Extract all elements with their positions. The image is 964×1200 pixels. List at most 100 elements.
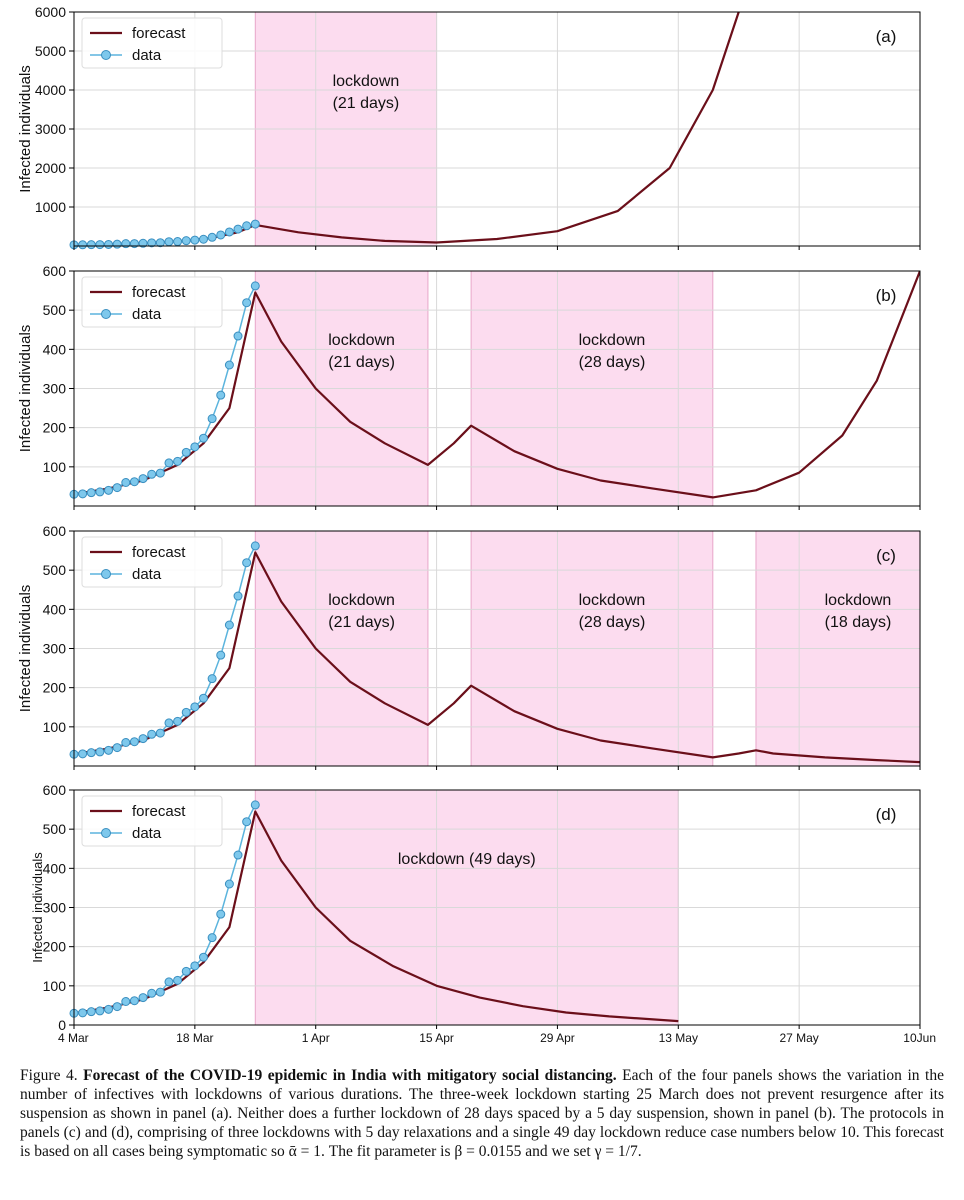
data-point (112, 1002, 122, 1012)
lockdown-label: lockdown (328, 592, 395, 609)
data-point (216, 390, 226, 400)
x-tick-label: 13 May (659, 1031, 698, 1045)
y-tick-label: 200 (43, 420, 67, 436)
data-point (190, 961, 200, 971)
y-tick-label: 200 (43, 680, 67, 696)
y-tick-label: 200 (43, 939, 67, 955)
y-tick-label: 400 (43, 341, 67, 357)
data-point (190, 442, 200, 452)
data-point (155, 728, 165, 738)
caption-body: Each of the four panels shows the variat… (20, 1067, 944, 1160)
data-point (121, 738, 131, 747)
y-axis-label: Infected individuals (30, 852, 45, 963)
data-point (181, 447, 191, 457)
y-tick-label: 300 (43, 900, 67, 916)
data-point (121, 997, 131, 1006)
data-point (95, 1006, 105, 1016)
data-point (95, 747, 105, 757)
y-tick-label: 0 (58, 1017, 66, 1033)
lockdown-label: lockdown (579, 592, 646, 609)
data-point (138, 238, 148, 248)
data-point (164, 458, 174, 468)
data-point (104, 239, 114, 249)
data-point (86, 488, 96, 498)
data-point (190, 235, 200, 245)
data-point (129, 737, 139, 747)
data-point (207, 414, 217, 424)
data-point (242, 558, 252, 568)
data-point (207, 933, 217, 943)
panel-b: lockdown (21 days) lockdown (28 days) 100 200… (17, 263, 921, 510)
data-point (78, 489, 88, 499)
data-point (164, 718, 174, 728)
data-point (121, 478, 131, 487)
data-point (138, 993, 148, 1003)
x-tick-label: 18 Mar (176, 1031, 213, 1045)
data-point (112, 239, 122, 249)
lockdown-label: lockdown (333, 73, 400, 90)
lockdown-label: lockdown (328, 332, 395, 349)
data-point (190, 702, 200, 712)
legend-data-swatch-marker (101, 50, 111, 60)
legend-forecast-label: forecast (132, 803, 186, 820)
x-tick-label: 27 May (779, 1031, 818, 1045)
y-tick-label: 300 (43, 641, 67, 657)
y-tick-label: 400 (43, 601, 67, 617)
lockdown-label: (28 days) (579, 614, 646, 631)
lockdown-label: (21 days) (333, 95, 400, 112)
lockdown-label: (18 days) (825, 614, 892, 631)
panel-c: lockdown (21 days) lockdown (28 days) lockdo… (17, 523, 921, 770)
data-point (224, 620, 234, 630)
legend-forecast-label: forecast (132, 25, 186, 42)
data-point (242, 298, 252, 308)
data-point (173, 456, 183, 466)
data-point (250, 541, 260, 551)
data-point (173, 975, 183, 985)
data-point (198, 433, 208, 443)
data-point (207, 232, 217, 242)
data-point (155, 468, 165, 478)
data-point (138, 474, 148, 484)
data-point (112, 743, 122, 753)
data-point (216, 230, 226, 240)
y-tick-label: 4000 (35, 82, 66, 98)
y-tick-label: 2000 (35, 160, 66, 176)
x-tick-label: 15 Apr (419, 1031, 454, 1045)
y-tick-label: 6000 (35, 4, 66, 20)
y-axis-label: Infected individuals (17, 65, 34, 193)
y-tick-label: 500 (43, 302, 67, 318)
y-tick-label: 500 (43, 821, 67, 837)
data-point (104, 745, 114, 755)
data-point (207, 674, 217, 684)
x-tick-label: 10Jun (903, 1031, 936, 1045)
data-point (155, 238, 165, 248)
y-tick-label: 100 (43, 719, 67, 735)
data-point (104, 1004, 114, 1014)
legend-data-label: data (132, 306, 162, 323)
lockdown-label: lockdown (579, 332, 646, 349)
data-point (242, 817, 252, 827)
data-point (155, 987, 165, 997)
data-point (198, 693, 208, 703)
y-tick-label: 500 (43, 562, 67, 578)
data-point (173, 237, 183, 247)
legend-data-swatch-marker (101, 569, 111, 579)
data-point (104, 485, 114, 495)
data-point (181, 236, 191, 246)
data-point (173, 716, 183, 726)
legend-data-label: data (132, 566, 162, 583)
data-point (78, 240, 88, 250)
y-axis-label: Infected individuals (17, 325, 34, 453)
y-tick-label: 5000 (35, 43, 66, 59)
data-point (129, 996, 139, 1006)
lockdown-label: (21 days) (328, 354, 395, 371)
figure-caption: Figure 4. Forecast of the COVID-19 epide… (20, 1066, 944, 1161)
data-point (86, 1007, 96, 1017)
legend-forecast-label: forecast (132, 544, 186, 561)
data-point (250, 800, 260, 810)
data-point (224, 879, 234, 889)
data-point (86, 748, 96, 758)
data-point (95, 487, 105, 497)
data-point (198, 234, 208, 244)
y-tick-label: 3000 (35, 121, 66, 137)
